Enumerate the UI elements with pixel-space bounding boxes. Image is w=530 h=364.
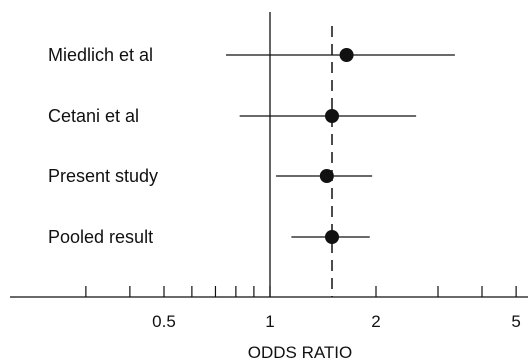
study-row: Cetani et al bbox=[48, 106, 417, 126]
x-tick-label: 5 bbox=[511, 312, 520, 331]
study-row: Pooled result bbox=[48, 227, 370, 247]
study-label: Present study bbox=[48, 166, 158, 186]
x-tick-label: 0.5 bbox=[152, 312, 176, 331]
study-row: Present study bbox=[48, 166, 373, 186]
study-row: Miedlich et al bbox=[48, 45, 455, 65]
reference-lines bbox=[269, 12, 333, 297]
point-estimate-marker bbox=[339, 48, 354, 62]
study-label: Cetani et al bbox=[48, 106, 139, 126]
point-estimate-marker bbox=[325, 109, 340, 123]
point-estimate-marker bbox=[325, 230, 340, 244]
study-label: Miedlich et al bbox=[48, 45, 153, 65]
x-axis: 0.5 1 2 5 bbox=[10, 286, 528, 331]
study-label: Pooled result bbox=[48, 227, 153, 247]
x-axis-title: ODDS RATIO bbox=[248, 343, 353, 362]
studies: Miedlich et al Cetani et al Present study P… bbox=[48, 45, 455, 247]
x-tick-label: 2 bbox=[371, 312, 380, 331]
x-tick-label: 1 bbox=[265, 312, 274, 331]
point-estimate-marker bbox=[319, 169, 334, 183]
